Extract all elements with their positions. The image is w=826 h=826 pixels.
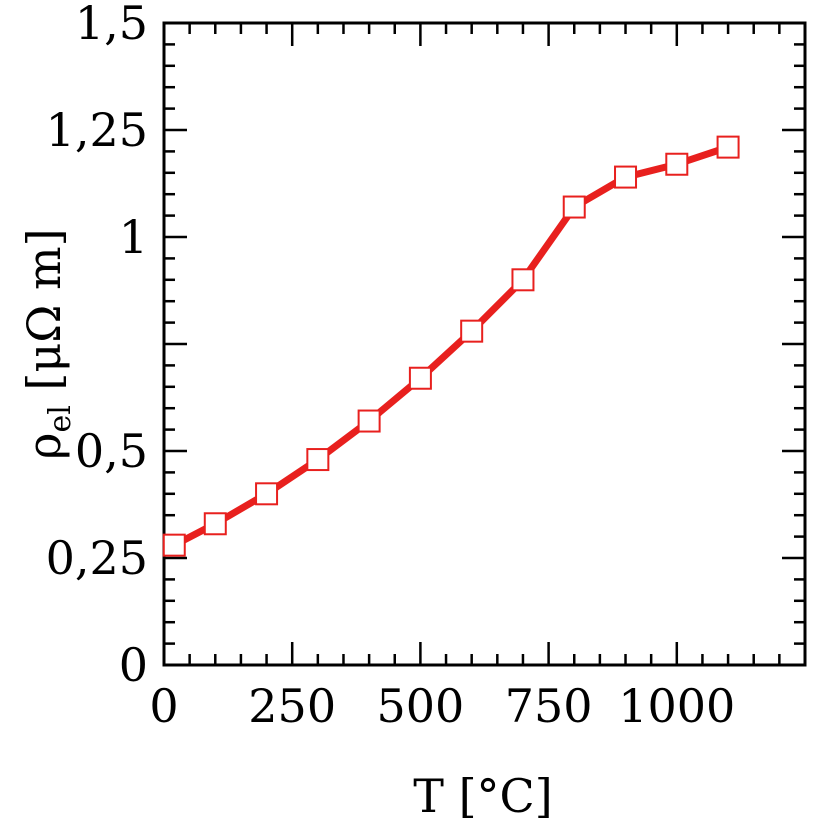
- y-tick-label: 0,5: [75, 424, 148, 478]
- y-axis-label: ρel [μΩ m]: [17, 228, 78, 459]
- x-tick-label: 250: [248, 679, 336, 733]
- tick-labels: 0 250 500 750 1000 0 0,25 0,5 1 1,25 1,5: [46, 0, 736, 733]
- y-axis-label-unit: [μΩ m]: [17, 228, 71, 405]
- x-tick-label: 1000: [618, 679, 735, 733]
- data-point: [511, 268, 535, 292]
- data-point: [255, 482, 279, 506]
- y-tick-label: 1,5: [75, 0, 148, 50]
- series: [162, 135, 740, 557]
- y-tick-label: 0,25: [46, 531, 148, 585]
- data-point: [460, 319, 484, 343]
- data-point: [306, 448, 330, 472]
- plot-frame: [162, 21, 807, 667]
- y-tick-label: 1,25: [46, 103, 148, 157]
- ticks: [162, 21, 807, 667]
- data-point: [162, 533, 186, 557]
- y-axis-label-main: ρ: [17, 433, 71, 460]
- data-point: [716, 135, 740, 159]
- data-point: [562, 195, 586, 219]
- data-point: [203, 512, 227, 536]
- y-axis-label-sub: el: [43, 405, 78, 432]
- data-point: [357, 409, 381, 433]
- data-point: [614, 165, 638, 189]
- x-tick-label: 750: [505, 679, 593, 733]
- data-point: [665, 152, 689, 176]
- x-axis-label: T [°C]: [413, 769, 552, 823]
- y-tick-label: 1: [119, 210, 148, 264]
- y-tick-label: 0: [119, 638, 148, 692]
- data-point: [408, 366, 432, 390]
- x-tick-label: 0: [149, 679, 178, 733]
- x-tick-label: 500: [376, 679, 464, 733]
